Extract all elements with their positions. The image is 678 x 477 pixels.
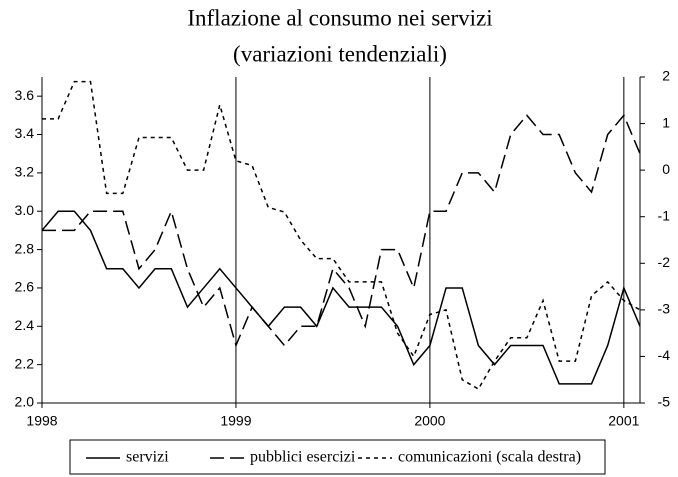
y2-tick-label: -3 bbox=[658, 301, 671, 317]
y2-tick-label: -5 bbox=[658, 394, 671, 410]
y2-tick-label: 1 bbox=[662, 114, 670, 130]
y-tick-label: 2.8 bbox=[15, 240, 35, 256]
y2-tick-label: -2 bbox=[658, 254, 671, 270]
y-tick-label: 2.2 bbox=[15, 355, 35, 371]
data-line bbox=[42, 80, 641, 391]
x-tick-label: 1998 bbox=[26, 413, 57, 429]
y2-tick-label: -1 bbox=[658, 207, 671, 223]
data-line bbox=[42, 113, 641, 348]
legend-label: pubblici esercizi bbox=[250, 449, 356, 466]
y2-tick-label: 0 bbox=[662, 161, 670, 177]
legend-label: servizi bbox=[126, 449, 169, 466]
data-line bbox=[41, 210, 641, 385]
y-tick-label: 3.0 bbox=[15, 202, 35, 218]
y-tick-label: 2.4 bbox=[15, 317, 35, 333]
chart-subtitle: (variazioni tendenziali) bbox=[233, 41, 447, 66]
chart-title: Inflazione al consumo nei servizi bbox=[187, 5, 492, 30]
y2-tick-label: 2 bbox=[662, 68, 670, 84]
x-tick-label: 1999 bbox=[220, 413, 251, 429]
x-tick-label: 2001 bbox=[608, 413, 639, 429]
y-tick-label: 2.0 bbox=[15, 394, 35, 410]
y-tick-label: 3.6 bbox=[15, 87, 35, 103]
y-tick-label: 2.6 bbox=[15, 279, 35, 295]
y-tick-label: 3.4 bbox=[15, 125, 35, 141]
legend-label: comunicazioni (scala destra) bbox=[398, 449, 581, 466]
x-tick-label: 2000 bbox=[414, 413, 445, 429]
y2-tick-label: -4 bbox=[658, 347, 671, 363]
y-tick-label: 3.2 bbox=[15, 164, 35, 180]
legend-box bbox=[69, 439, 606, 475]
